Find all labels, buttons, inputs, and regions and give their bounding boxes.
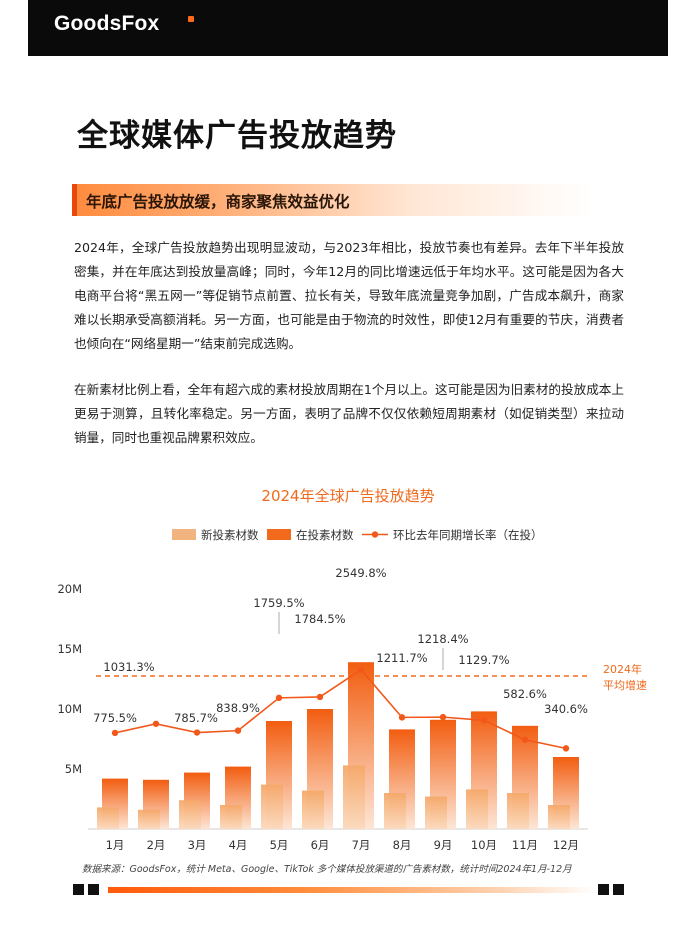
legend-swatch-new xyxy=(172,529,196,540)
legend-swatch-active xyxy=(267,529,291,540)
x-tick-label: 10月 xyxy=(471,838,497,852)
footer-square-right xyxy=(598,884,609,895)
x-tick-label: 5月 xyxy=(270,838,289,852)
footer-square-right-2 xyxy=(613,884,624,895)
growth-label: 1031.3% xyxy=(103,660,154,674)
footer-square-left xyxy=(73,884,84,895)
growth-label: 1211.7% xyxy=(376,651,427,665)
growth-rate-line xyxy=(111,666,570,752)
bars-new-creatives xyxy=(97,765,570,829)
bar-new xyxy=(261,784,283,829)
average-label-line2: 平均增速 xyxy=(603,678,647,692)
bar-new xyxy=(97,807,119,829)
logo-mark-icon xyxy=(188,16,194,22)
x-tick-label: 11月 xyxy=(512,838,538,852)
growth-point xyxy=(562,745,570,752)
growth-rate-labels: 775.5% 1031.3% 785.7%838.9% 1759.5% 1784.5% 2… xyxy=(93,566,588,725)
growth-point xyxy=(398,714,406,721)
y-tick-label: 15M xyxy=(57,642,82,656)
x-tick-label: 3月 xyxy=(188,838,207,852)
ad-trend-chart: 2024年全球广告投放趋势 新投素材数 在投素材数 环比去年同期增长率（在投） 5M… xyxy=(57,487,647,852)
page-title: 全球媒体广告投放趋势 xyxy=(77,118,397,154)
bar-new xyxy=(384,793,406,829)
growth-label: 582.6% xyxy=(503,687,547,701)
x-tick-label: 7月 xyxy=(352,838,371,852)
average-label-line1: 2024年 xyxy=(603,662,642,676)
goodsfox-logo: GoodsFox xyxy=(54,12,160,35)
growth-point xyxy=(439,713,447,721)
y-tick-label: 10M xyxy=(57,702,82,716)
growth-label: 1759.5% xyxy=(253,596,304,610)
y-tick-label: 20M xyxy=(57,582,82,596)
x-tick-label: 8月 xyxy=(393,838,412,852)
legend-label-new: 新投素材数 xyxy=(201,528,259,542)
y-tick-label: 5M xyxy=(65,762,82,776)
bar-new xyxy=(220,805,242,829)
growth-label: 1129.7% xyxy=(458,653,509,667)
growth-point xyxy=(234,727,242,734)
growth-point xyxy=(111,729,119,737)
bar-new xyxy=(302,790,324,829)
bar-new xyxy=(466,789,488,829)
x-tick-label: 1月 xyxy=(106,838,125,852)
growth-label: 1218.4% xyxy=(417,632,468,646)
growth-point xyxy=(193,729,201,736)
bar-new xyxy=(138,809,160,829)
footer-gradient-bar xyxy=(108,887,598,893)
footer-square-left-2 xyxy=(88,884,99,895)
paragraph-2: 在新素材比例上看，全年有超六成的素材投放周期在1个月以上。这可能是因为旧素材的投… xyxy=(74,382,624,445)
data-source-note: 数据来源：GoodsFox，统计 Meta、Google、TikTok 多个媒体… xyxy=(82,864,572,875)
legend-line-dot xyxy=(371,531,379,538)
chart-legend: 新投素材数 在投素材数 环比去年同期增长率（在投） xyxy=(172,528,543,542)
x-tick-label: 4月 xyxy=(229,838,248,852)
growth-polyline xyxy=(114,668,567,750)
legend-label-active: 在投素材数 xyxy=(296,528,354,542)
bar-new xyxy=(548,805,570,829)
growth-point xyxy=(521,736,529,743)
growth-label: 775.5% xyxy=(93,711,137,725)
y-axis: 5M 10M 15M 20M xyxy=(57,582,82,776)
growth-point xyxy=(480,717,488,724)
growth-point xyxy=(152,720,160,727)
growth-point xyxy=(316,693,324,701)
header-bar: GoodsFox xyxy=(28,0,668,56)
x-tick-label: 2月 xyxy=(147,838,166,852)
x-axis: 1月 2月 3月 4月 5月 6月 7月 8月 9月 10月 11月 12月 xyxy=(106,838,579,852)
growth-label: 340.6% xyxy=(544,702,588,716)
bar-new xyxy=(425,796,447,829)
chart-title: 2024年全球广告投放趋势 xyxy=(261,487,434,505)
x-tick-label: 12月 xyxy=(553,838,579,852)
x-tick-label: 9月 xyxy=(434,838,453,852)
growth-label: 2549.8% xyxy=(335,566,386,580)
growth-label: 1784.5% xyxy=(294,612,345,626)
bar-new xyxy=(507,793,529,829)
bar-new xyxy=(343,765,365,829)
legend-label-growth: 环比去年同期增长率（在投） xyxy=(393,528,543,542)
growth-label: 785.7% xyxy=(174,711,218,725)
growth-label: 838.9% xyxy=(216,701,260,715)
section-title: 年底广告投放放缓，商家聚焦效益优化 xyxy=(86,193,350,211)
paragraph-1: 2024年，全球广告投放趋势出现明显波动，与2023年相比，投放节奏也有差异。去… xyxy=(74,240,624,351)
growth-point xyxy=(357,666,365,673)
bar-new xyxy=(179,800,201,829)
x-tick-label: 6月 xyxy=(311,838,330,852)
growth-point xyxy=(275,694,283,702)
section-banner: 年底广告投放放缓，商家聚焦效益优化 xyxy=(72,184,592,216)
